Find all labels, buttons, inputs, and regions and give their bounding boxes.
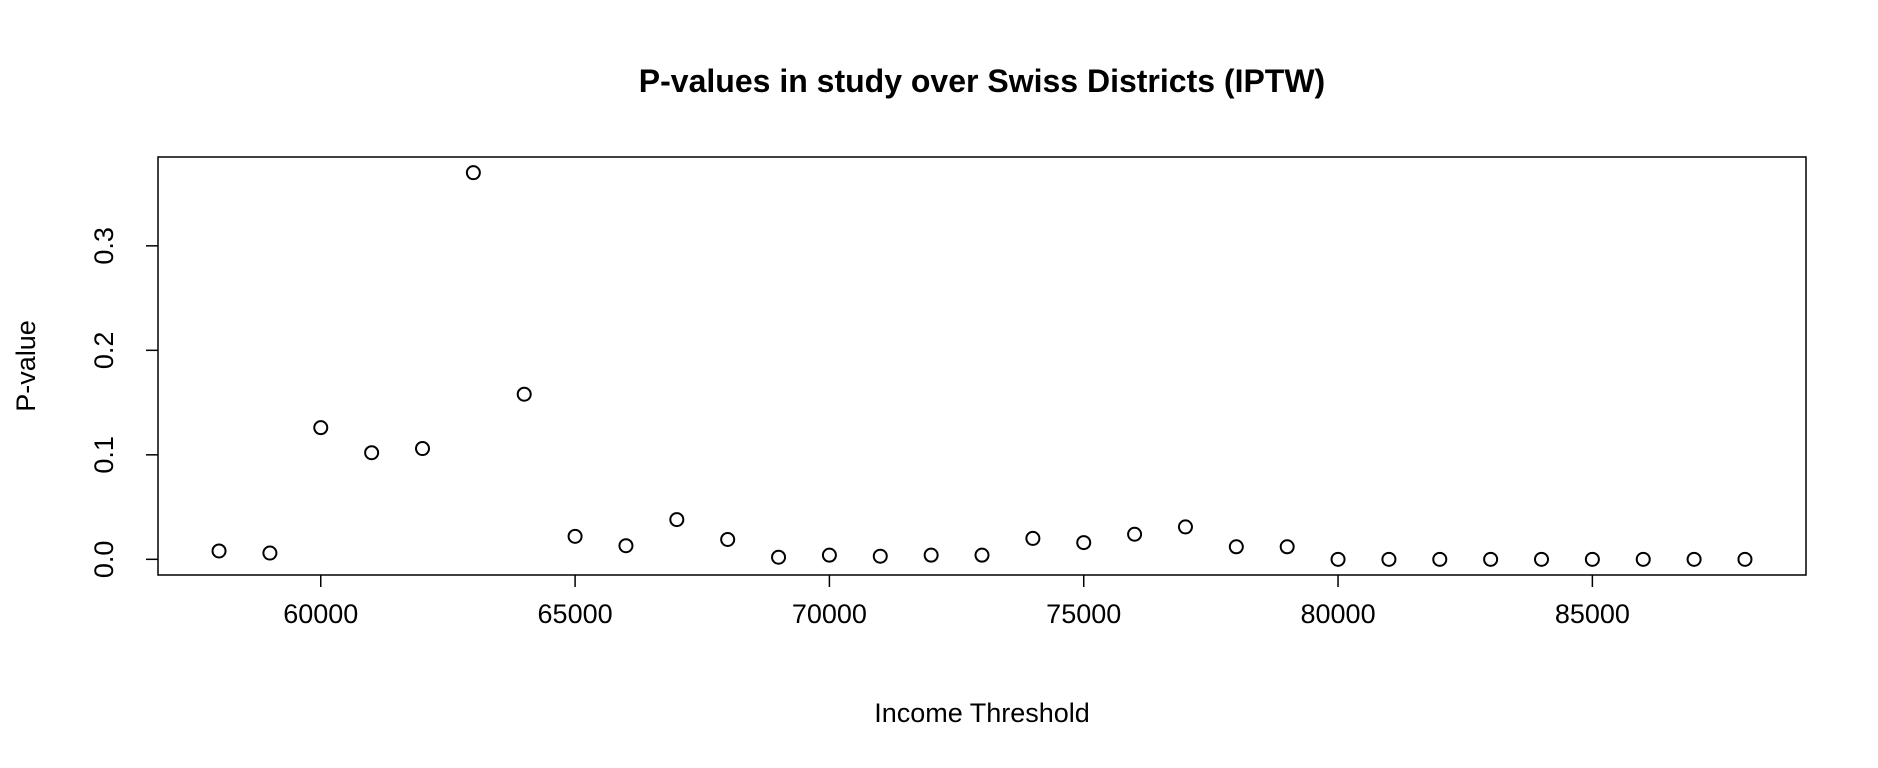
data-point <box>1330 551 1346 567</box>
data-point <box>720 531 736 547</box>
data-point <box>262 545 278 561</box>
data-point <box>211 543 227 559</box>
data-points <box>211 165 1753 567</box>
data-point <box>1025 530 1041 546</box>
data-point <box>1635 551 1651 567</box>
data-point <box>974 547 990 563</box>
data-point <box>821 547 837 563</box>
x-axis: 60000 65000 70000 75000 80000 85000 <box>283 575 1630 629</box>
data-point <box>567 528 583 544</box>
y-axis-label: P-value <box>11 320 41 412</box>
chart-title: P-values in study over Swiss Districts (… <box>639 63 1325 99</box>
data-point <box>313 420 329 436</box>
x-axis-label: Income Threshold <box>874 698 1090 728</box>
data-point <box>1584 551 1600 567</box>
data-point <box>1076 535 1092 551</box>
data-point <box>1127 526 1143 542</box>
data-point <box>1483 551 1499 567</box>
data-point <box>1534 551 1550 567</box>
plot-frame <box>157 156 1807 576</box>
data-point <box>364 445 380 461</box>
x-tick-label: 80000 <box>1301 599 1376 629</box>
x-tick-label: 65000 <box>538 599 613 629</box>
data-point <box>516 386 532 402</box>
data-point <box>1737 551 1753 567</box>
data-point <box>872 548 888 564</box>
data-point <box>465 165 481 181</box>
y-tick-label: 0.2 <box>89 332 119 370</box>
y-tick-label: 0.1 <box>89 436 119 474</box>
x-tick-label: 85000 <box>1555 599 1630 629</box>
data-point <box>618 538 634 554</box>
x-tick-label: 70000 <box>792 599 867 629</box>
x-tick-label: 60000 <box>283 599 358 629</box>
data-point <box>1432 551 1448 567</box>
data-point <box>1381 551 1397 567</box>
data-point <box>1686 551 1702 567</box>
data-point <box>669 512 685 528</box>
data-point <box>923 547 939 563</box>
y-tick-label: 0.0 <box>89 541 119 579</box>
data-point <box>1228 539 1244 555</box>
x-tick-label: 75000 <box>1046 599 1121 629</box>
y-tick-label: 0.3 <box>89 227 119 265</box>
y-axis: 0.0 0.1 0.2 0.3 <box>89 227 158 578</box>
data-point <box>1279 539 1295 555</box>
data-point <box>1177 519 1193 535</box>
data-point <box>771 549 787 565</box>
data-point <box>414 441 430 457</box>
